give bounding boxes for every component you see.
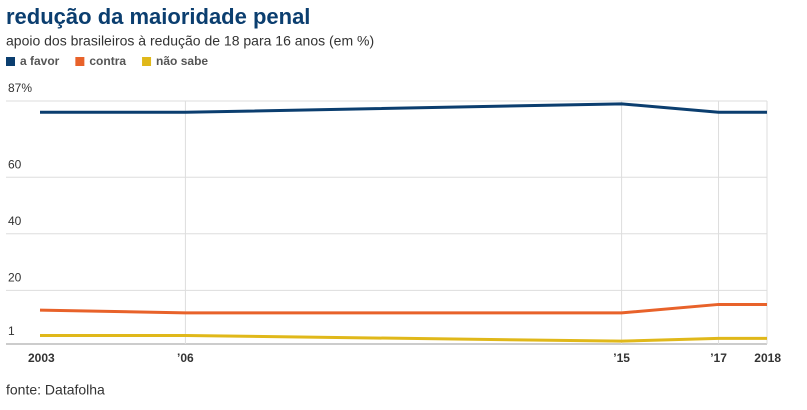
legend-label: a favor <box>20 54 60 68</box>
legend-swatch <box>142 57 152 66</box>
legend-label: contra <box>89 54 126 68</box>
y-tick-label: 40 <box>8 214 22 228</box>
x-tick-label: 2018 <box>754 351 781 365</box>
x-tick-label: ’15 <box>613 351 630 365</box>
data-line <box>39 302 767 315</box>
source: fonte: Datafolha <box>6 382 105 398</box>
data-line <box>40 102 767 114</box>
x-tick-label: 2003 <box>28 351 55 365</box>
chart-subtitle: apoio dos brasileiros à redução de 18 pa… <box>6 33 374 49</box>
x-tick-label: ’17 <box>710 351 727 365</box>
y-tick-label: 1 <box>8 324 15 338</box>
y-tick-label: 87% <box>8 81 32 95</box>
chart-title: redução da maioridade penal <box>6 4 310 29</box>
legend-swatch <box>6 57 15 66</box>
y-tick-label: 60 <box>8 157 22 171</box>
x-tick-label: ’06 <box>177 351 194 365</box>
legend-label: não sabe <box>156 54 208 68</box>
y-tick-label: 20 <box>8 270 22 284</box>
legend-swatch <box>75 57 85 66</box>
data-line <box>40 334 767 343</box>
